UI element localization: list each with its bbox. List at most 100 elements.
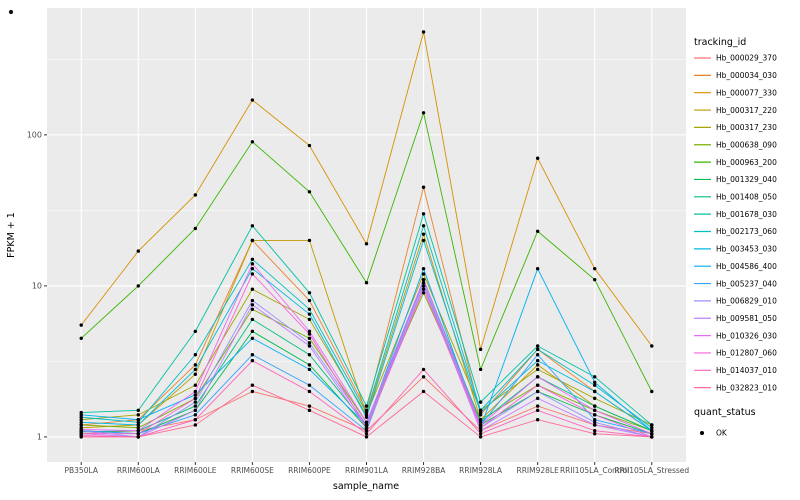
data-point [250, 336, 255, 340]
data-point [650, 423, 654, 427]
data-point [79, 423, 83, 427]
data-point [593, 423, 597, 427]
data-point [535, 404, 540, 408]
data-point [364, 410, 369, 415]
data-point [421, 224, 426, 228]
data-point [307, 238, 312, 243]
data-point [193, 396, 198, 401]
data-point [535, 229, 540, 233]
data-point [593, 408, 597, 413]
data-point [250, 224, 255, 228]
data-point [421, 30, 426, 34]
data-point [250, 287, 255, 291]
data-point [193, 329, 198, 334]
data-point [593, 380, 597, 384]
data-point [593, 432, 597, 436]
y-tick-label: 10 [32, 281, 42, 290]
data-point [593, 266, 597, 271]
data-point [250, 383, 255, 387]
data-point [136, 420, 140, 424]
data-point [593, 428, 597, 433]
data-point [250, 262, 255, 266]
legend-label: Hb_032823_010 [716, 383, 777, 392]
data-point [650, 344, 654, 348]
data-point [307, 383, 312, 387]
data-point [535, 353, 540, 357]
data-point [535, 418, 540, 422]
data-point [421, 375, 426, 379]
data-point [136, 432, 140, 436]
data-point [250, 298, 255, 303]
data-point [79, 418, 83, 422]
data-point [250, 329, 255, 334]
panel-layer [47, 8, 686, 462]
data-point [421, 272, 426, 276]
data-point [593, 396, 597, 401]
data-point [478, 400, 483, 404]
data-point [421, 291, 426, 295]
legend-label: Hb_001329_040 [716, 175, 777, 184]
legend-label: Hb_001678_030 [716, 210, 777, 219]
data-point [421, 367, 426, 372]
x-tick-label: RRIM600LE [174, 466, 217, 475]
data-point [193, 400, 198, 404]
legend-label: Hb_000029_370 [716, 54, 777, 63]
data-point [478, 432, 483, 436]
data-point [421, 287, 426, 291]
legend-label: Hb_014037_010 [716, 366, 777, 375]
data-point [535, 383, 540, 387]
x-tick-label: RRIM928LE [516, 466, 559, 475]
legend-label: Hb_004586_400 [716, 262, 777, 271]
data-point [478, 435, 483, 439]
data-point [307, 291, 312, 295]
data-point [535, 347, 540, 352]
data-point [79, 427, 83, 432]
data-point [535, 396, 540, 401]
legend-label: Hb_000638_090 [716, 140, 777, 149]
data-point [478, 426, 483, 430]
data-point [136, 435, 140, 439]
data-point [478, 347, 483, 352]
data-point [250, 303, 255, 307]
data-point [535, 266, 540, 271]
data-point [193, 389, 198, 394]
data-point [193, 353, 198, 357]
legend-label: Hb_003453_030 [716, 245, 777, 254]
data-point [307, 363, 312, 367]
data-point [136, 413, 140, 417]
data-point [79, 420, 83, 424]
legend-label: Hb_000963_200 [716, 158, 777, 167]
legend-label: Hb_000077_330 [716, 88, 777, 97]
data-point [136, 249, 140, 253]
data-point [307, 312, 312, 316]
y-tick-label: 1 [37, 433, 42, 442]
data-point [364, 404, 369, 408]
data-point [421, 284, 426, 288]
data-point [593, 375, 597, 379]
data-point [136, 426, 140, 430]
stray-mark [8, 9, 14, 15]
data-point [593, 277, 597, 282]
data-point [250, 140, 255, 144]
data-point [193, 418, 198, 422]
data-point [421, 111, 426, 115]
data-point [250, 307, 255, 311]
data-point [421, 238, 426, 243]
data-point [364, 420, 369, 424]
data-point [307, 367, 312, 372]
data-point [478, 367, 483, 372]
data-point [250, 272, 255, 276]
data-point [421, 277, 426, 282]
data-point [421, 185, 426, 189]
data-point [193, 404, 198, 408]
legend-key-ok-point [700, 431, 704, 435]
data-point [364, 428, 369, 433]
data-point [79, 415, 83, 419]
data-point [535, 344, 540, 348]
data-point [650, 435, 654, 439]
data-point [478, 420, 483, 424]
data-point [593, 383, 597, 387]
x-tick-label: RRIM600LA [117, 466, 161, 475]
